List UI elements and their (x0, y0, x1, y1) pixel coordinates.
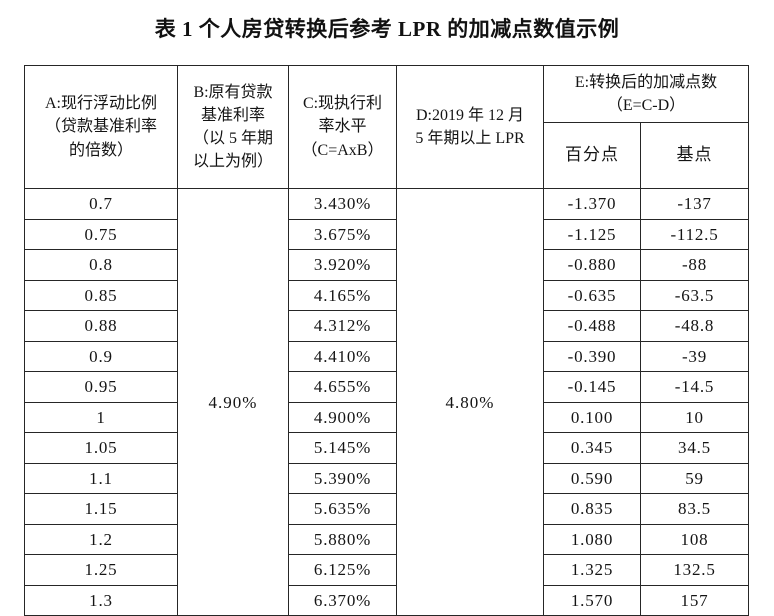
cell-executed-rate: 6.370% (288, 584, 397, 616)
cell-ratio: 0.88 (24, 310, 178, 342)
cell-executed-rate: 3.430% (288, 188, 397, 220)
header-original-benchmark-rate: B:原有贷款 基准利率 （以 5 年期 以上为例） (177, 65, 289, 189)
cell-ratio: 1.2 (24, 523, 178, 555)
cell-basis-points: 10 (639, 401, 750, 433)
cell-percentage-points: -0.635 (543, 279, 641, 311)
cell-percentage-points: -0.145 (543, 371, 641, 403)
cell-percentage-points: -1.125 (543, 218, 641, 250)
cell-percentage-points: -0.390 (543, 340, 641, 372)
table-row: 0.8 3.920% -0.880 -88 (24, 249, 750, 281)
cell-executed-rate: 4.410% (288, 340, 397, 372)
table-row: 1.25 6.125% 1.325 132.5 (24, 554, 750, 586)
cell-executed-rate: 4.165% (288, 279, 397, 311)
cell-ratio: 1.25 (24, 554, 178, 586)
cell-ratio: 0.75 (24, 218, 178, 250)
header-conversion-points: E:转换后的加减点数 （E=C-D） (542, 65, 750, 123)
table-row: 0.95 4.655% -0.145 -14.5 (24, 371, 750, 403)
cell-percentage-points: 0.345 (543, 432, 641, 464)
cell-ratio: 0.8 (24, 249, 178, 281)
cell-percentage-points: 0.590 (543, 462, 641, 494)
cell-basis-points: 157 (639, 584, 750, 616)
cell-ratio: 1.3 (24, 584, 178, 616)
table-row: 0.9 4.410% -0.390 -39 (24, 340, 750, 372)
merged-lpr-rate: 4.80% (396, 188, 544, 616)
lpr-conversion-table: A:现行浮动比例 （贷款基准利率 的倍数） B:原有贷款 基准利率 （以 5 年… (24, 65, 750, 616)
cell-percentage-points: 1.570 (543, 584, 641, 616)
cell-executed-rate: 5.390% (288, 462, 397, 494)
cell-executed-rate: 5.145% (288, 432, 397, 464)
table-title: 表 1 个人房贷转换后参考 LPR 的加减点数值示例 (154, 17, 620, 41)
table-row: 0.7 4.90% 3.430% 4.80% -1.370 -137 (24, 188, 750, 616)
cell-basis-points: 83.5 (639, 493, 750, 525)
cell-executed-rate: 5.635% (288, 493, 397, 525)
cell-basis-points: -112.5 (639, 218, 750, 250)
table-row: 1.05 5.145% 0.345 34.5 (24, 432, 750, 464)
cell-ratio: 1.05 (24, 432, 178, 464)
cell-basis-points: 108 (639, 523, 750, 555)
header-current-float-ratio: A:现行浮动比例 （贷款基准利率 的倍数） (24, 65, 178, 189)
cell-basis-points: -137 (639, 188, 750, 220)
cell-percentage-points: 0.100 (543, 401, 641, 433)
cell-basis-points: 34.5 (639, 432, 750, 464)
cell-ratio: 0.85 (24, 279, 178, 311)
table-row: 0.88 4.312% -0.488 -48.8 (24, 310, 750, 342)
header-row-top: A:现行浮动比例 （贷款基准利率 的倍数） B:原有贷款 基准利率 （以 5 年… (24, 65, 750, 189)
cell-executed-rate: 6.125% (288, 554, 397, 586)
table-row: 1.2 5.880% 1.080 108 (24, 523, 750, 555)
cell-executed-rate: 3.675% (288, 218, 397, 250)
cell-executed-rate: 4.655% (288, 371, 397, 403)
cell-percentage-points: -0.880 (543, 249, 641, 281)
table-row: 0.85 4.165% -0.635 -63.5 (24, 279, 750, 311)
cell-percentage-points: 1.080 (543, 523, 641, 555)
cell-basis-points: -63.5 (639, 279, 750, 311)
cell-basis-points: -14.5 (639, 371, 750, 403)
cell-executed-rate: 4.312% (288, 310, 397, 342)
header-percentage-points: 百分点 (543, 122, 641, 189)
cell-basis-points: -48.8 (639, 310, 750, 342)
cell-basis-points: 59 (639, 462, 750, 494)
table-row: 1.3 6.370% 1.570 157 (24, 584, 750, 616)
table-row: 0.75 3.675% -1.125 -112.5 (24, 218, 750, 250)
table-row: 1 4.900% 0.100 10 (24, 401, 750, 433)
cell-percentage-points: -1.370 (543, 188, 641, 220)
cell-basis-points: -39 (639, 340, 750, 372)
table-row: 1.15 5.635% 0.835 83.5 (24, 493, 750, 525)
table-row: 1.1 5.390% 0.590 59 (24, 462, 750, 494)
cell-ratio: 1 (24, 401, 178, 433)
header-lpr-dec-2019: D:2019 年 12 月 5 年期以上 LPR (396, 65, 544, 189)
cell-ratio: 0.9 (24, 340, 178, 372)
cell-executed-rate: 3.920% (288, 249, 397, 281)
cell-basis-points: -88 (639, 249, 750, 281)
header-row-sub: 百分点 基点 (25, 122, 750, 189)
header-basis-points: 基点 (639, 122, 750, 189)
cell-executed-rate: 5.880% (288, 523, 397, 555)
cell-basis-points: 132.5 (639, 554, 750, 586)
cell-executed-rate: 4.900% (288, 401, 397, 433)
cell-ratio: 0.95 (24, 371, 178, 403)
cell-percentage-points: -0.488 (543, 310, 641, 342)
cell-ratio: 0.7 (24, 188, 178, 220)
cell-percentage-points: 1.325 (543, 554, 641, 586)
cell-percentage-points: 0.835 (543, 493, 641, 525)
cell-ratio: 1.15 (24, 493, 178, 525)
cell-ratio: 1.1 (24, 462, 178, 494)
header-current-executed-rate: C:现执行利 率水平 （C=AxB） (288, 65, 397, 189)
merged-benchmark-rate: 4.90% (177, 188, 289, 616)
